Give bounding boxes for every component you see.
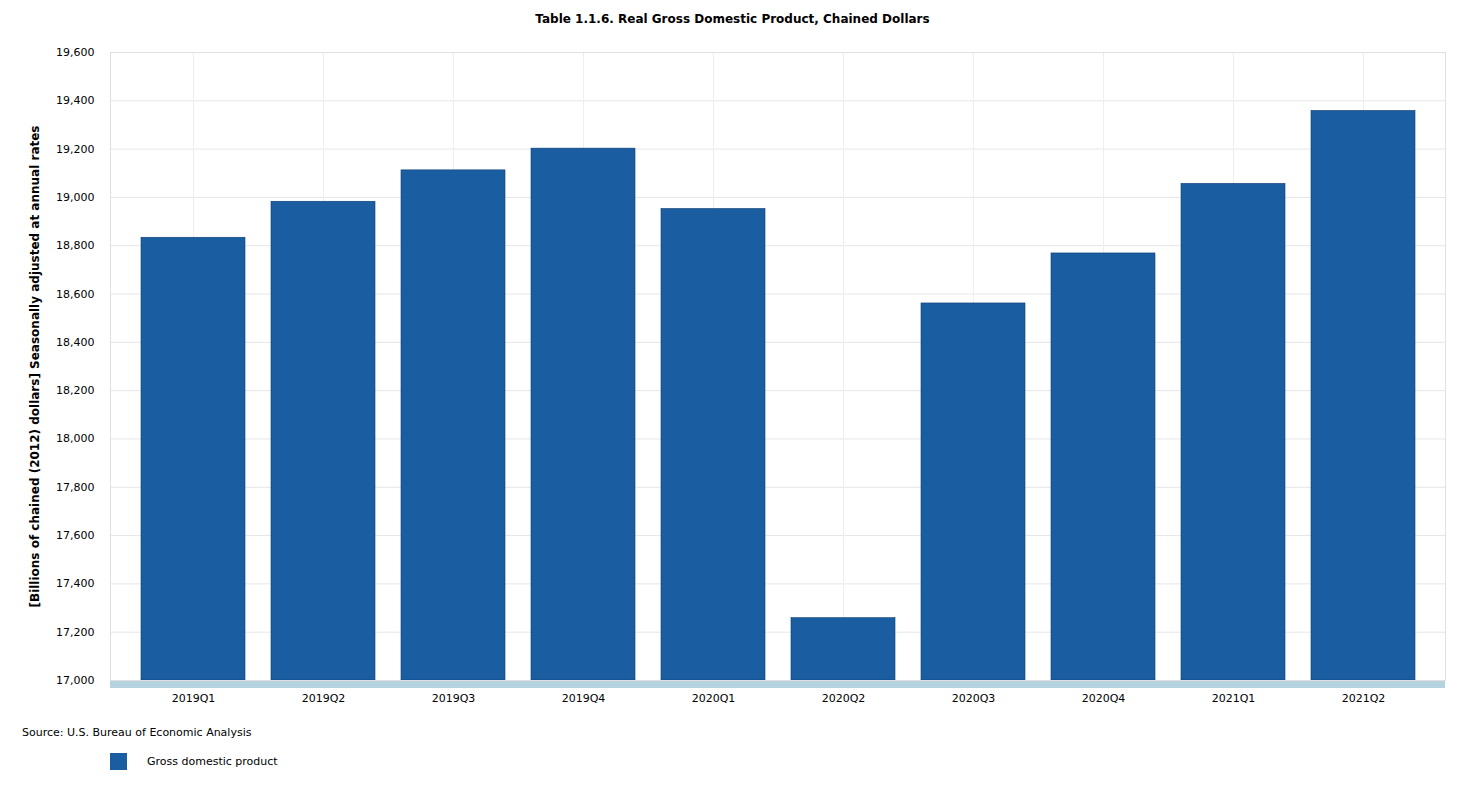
svg-text:18,800: 18,800: [56, 239, 95, 252]
svg-text:2019Q3: 2019Q3: [432, 692, 476, 705]
svg-text:[Billions of chained (2012) do: [Billions of chained (2012) dollars] Sea…: [28, 126, 42, 608]
svg-text:18,200: 18,200: [56, 384, 95, 397]
svg-text:18,000: 18,000: [56, 432, 95, 445]
svg-text:2019Q1: 2019Q1: [172, 692, 216, 705]
svg-text:2021Q1: 2021Q1: [1212, 692, 1256, 705]
svg-text:2021Q2: 2021Q2: [1342, 692, 1386, 705]
svg-text:2020Q2: 2020Q2: [822, 692, 866, 705]
html-text:Gross domestic product: Gross domestic product: [147, 755, 278, 768]
svg-text:19,400: 19,400: [56, 94, 95, 107]
html-text:Source: U.S. Bureau of Economi: Source: U.S. Bureau of Economic Analysis: [22, 726, 252, 739]
svg-text:17,000: 17,000: [56, 674, 95, 687]
html-text:Table 1.1.6. Real Gross Domest: Table 1.1.6. Real Gross Domestic Product…: [535, 12, 930, 26]
svg-text:19,200: 19,200: [56, 143, 95, 156]
svg-text:17,400: 17,400: [56, 577, 95, 590]
svg-text:2019Q2: 2019Q2: [302, 692, 346, 705]
svg-text:19,600: 19,600: [56, 46, 95, 59]
svg-text:2020Q3: 2020Q3: [952, 692, 996, 705]
svg-text:17,200: 17,200: [56, 626, 95, 639]
svg-text:2020Q1: 2020Q1: [692, 692, 736, 705]
svg-text:2019Q4: 2019Q4: [562, 692, 606, 705]
svg-text:18,400: 18,400: [56, 336, 95, 349]
svg-text:17,600: 17,600: [56, 529, 95, 542]
svg-text:17,800: 17,800: [56, 481, 95, 494]
svg-text:19,000: 19,000: [56, 191, 95, 204]
svg-text:2020Q4: 2020Q4: [1082, 692, 1126, 705]
svg-text:18,600: 18,600: [56, 288, 95, 301]
